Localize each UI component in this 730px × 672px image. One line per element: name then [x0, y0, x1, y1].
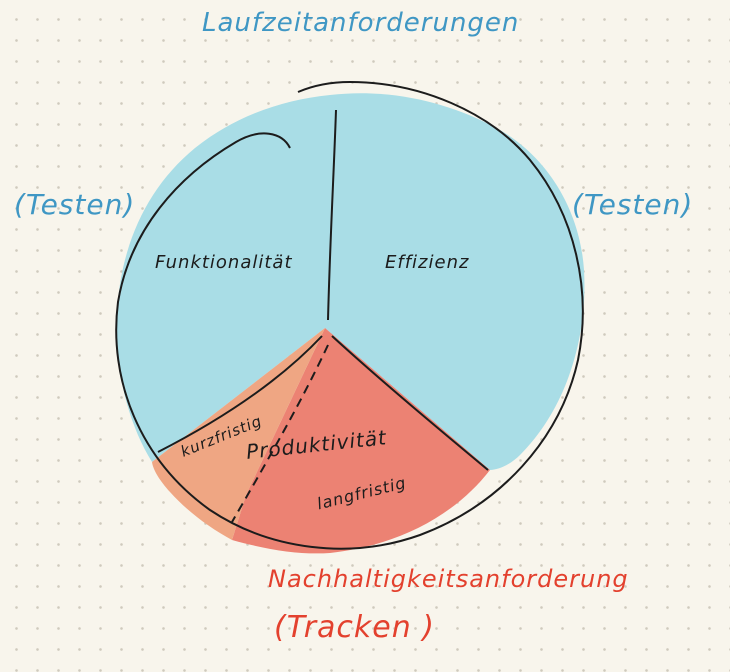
left-note: (Testen) — [14, 188, 136, 221]
orange-region — [152, 328, 325, 540]
circle-outline — [115, 80, 584, 550]
blue-region — [116, 93, 585, 471]
bottom-label-sustainability: Nachhaltigkeitsanforderung — [268, 565, 629, 593]
section-functionality: Funktionalität — [155, 252, 293, 273]
divider-lower-left — [157, 335, 323, 453]
section-efficiency: Effizienz — [385, 252, 470, 273]
red-region — [232, 328, 490, 554]
top-label: Laufzeitanforderungen — [202, 8, 520, 38]
divider-vertical — [327, 109, 337, 321]
divider-lower-right — [331, 335, 489, 471]
right-note: (Testen) — [572, 188, 694, 221]
bottom-label-tracking: (Tracken ) — [274, 610, 435, 645]
